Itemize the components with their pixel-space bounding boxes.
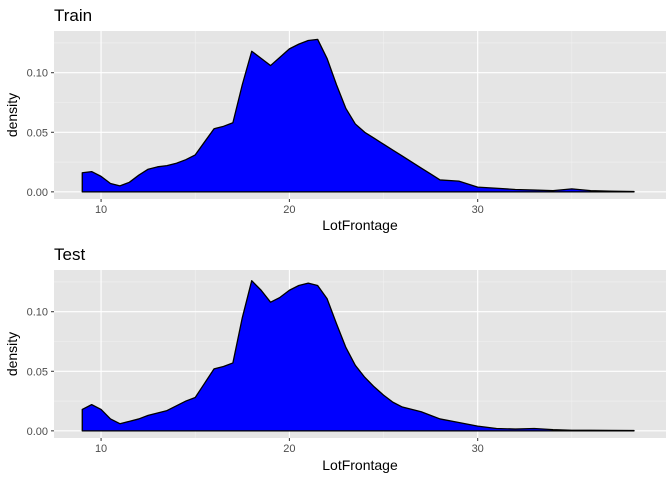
y-tick-label: 0.10 bbox=[27, 307, 48, 319]
x-axis-title: LotFrontage bbox=[322, 217, 398, 233]
density-marks bbox=[81, 280, 635, 432]
train-panel: Train 0.00 0.05 0.10 10 20 30 LotFrontage den… bbox=[4, 6, 666, 233]
y-tick-label: 0.05 bbox=[27, 366, 48, 378]
x-tick-label: 30 bbox=[472, 204, 484, 216]
chart-title: Test bbox=[54, 245, 85, 264]
density-area bbox=[81, 38, 635, 193]
y-tick-label: 0.05 bbox=[27, 127, 48, 139]
chart-title: Train bbox=[54, 6, 92, 25]
axis-ticks: 0.00 0.05 0.10 10 20 30 bbox=[27, 68, 484, 216]
y-tick-label: 0.00 bbox=[27, 187, 48, 199]
y-tick-label: 0.00 bbox=[27, 426, 48, 438]
density-area bbox=[81, 280, 635, 432]
density-marks bbox=[81, 38, 635, 193]
y-axis-title: density bbox=[4, 332, 20, 376]
x-tick-label: 10 bbox=[95, 443, 107, 455]
x-tick-label: 10 bbox=[95, 204, 107, 216]
test-panel: Test 0.00 0.05 0.10 10 20 30 LotFrontage dens… bbox=[4, 245, 666, 473]
x-tick-label: 30 bbox=[472, 443, 484, 455]
y-axis-title: density bbox=[4, 93, 20, 137]
x-tick-label: 20 bbox=[283, 204, 295, 216]
x-tick-label: 20 bbox=[283, 443, 295, 455]
x-axis-title: LotFrontage bbox=[322, 457, 398, 473]
axis-ticks: 0.00 0.05 0.10 10 20 30 bbox=[27, 307, 484, 455]
y-tick-label: 0.10 bbox=[27, 68, 48, 80]
